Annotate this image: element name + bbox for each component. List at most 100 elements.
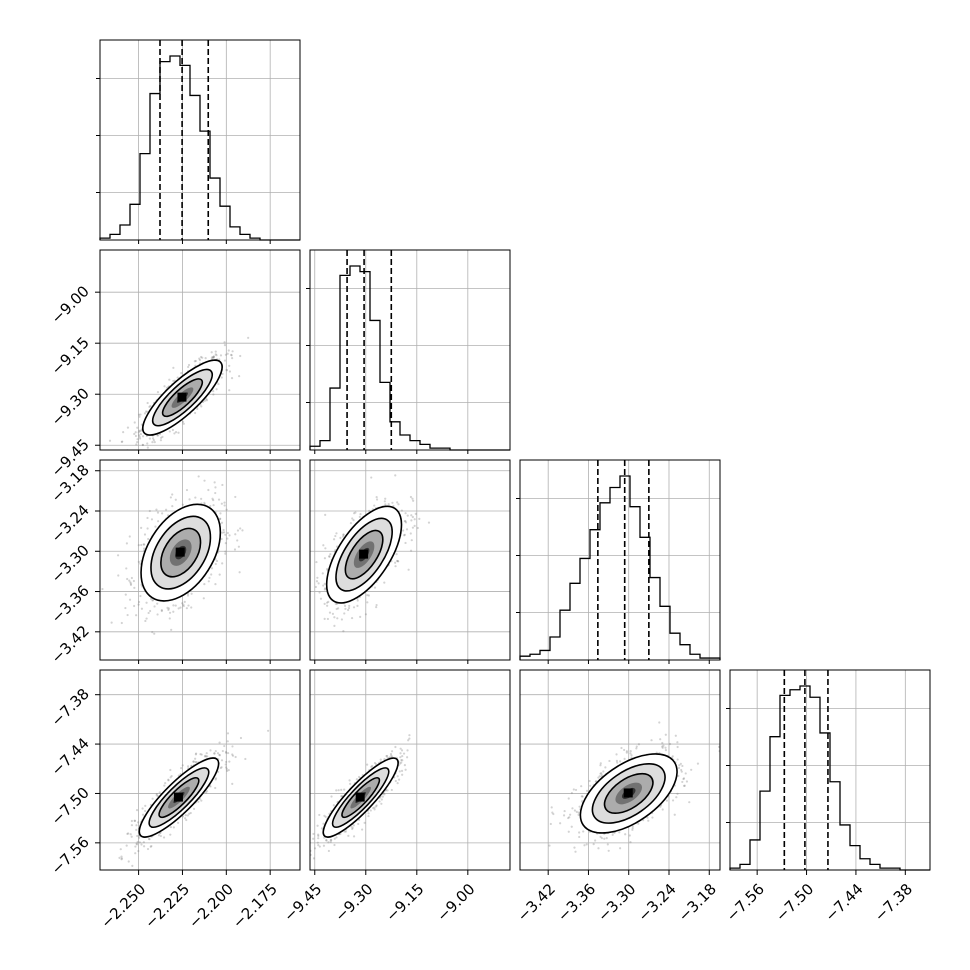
- sample-point: [127, 860, 130, 863]
- sample-point: [223, 744, 226, 748]
- sample-point: [225, 508, 228, 511]
- sample-point: [322, 584, 325, 587]
- sample-point: [341, 535, 345, 538]
- sample-point: [340, 618, 343, 621]
- sample-point: [194, 757, 197, 760]
- sample-point: [136, 840, 139, 844]
- sample-point: [326, 601, 329, 604]
- sample-point: [156, 511, 160, 514]
- sample-point: [181, 764, 184, 767]
- sample-point: [200, 799, 203, 802]
- sample-point: [141, 443, 144, 447]
- sample-point: [134, 434, 138, 438]
- sample-point: [375, 498, 379, 501]
- sample-point: [119, 848, 122, 851]
- sample-point: [620, 746, 623, 750]
- sample-point: [149, 845, 152, 848]
- sample-point: [373, 504, 376, 507]
- histogram-panel: [306, 249, 511, 451]
- sample-point: [218, 753, 221, 756]
- sample-point: [146, 527, 149, 530]
- sample-point: [647, 819, 650, 822]
- sample-point: [223, 359, 227, 362]
- sample-point: [196, 407, 199, 410]
- sample-point: [567, 816, 570, 820]
- sample-point: [227, 349, 230, 352]
- sample-point: [220, 502, 223, 505]
- sample-point: [350, 616, 354, 620]
- panel-frame: [99, 39, 301, 241]
- sample-point: [671, 755, 674, 758]
- sample-point: [325, 567, 329, 571]
- sample-point: [161, 512, 164, 515]
- sample-point: [696, 762, 700, 765]
- sample-point: [312, 837, 315, 840]
- sample-point: [366, 594, 369, 597]
- panel-frame: [519, 459, 721, 661]
- sample-point: [198, 358, 202, 362]
- sample-point: [136, 438, 139, 441]
- sample-point: [368, 509, 371, 512]
- sample-point: [174, 430, 178, 434]
- sample-point: [110, 621, 113, 624]
- sample-point: [156, 391, 160, 394]
- sample-point: [397, 778, 401, 781]
- sample-point: [144, 809, 147, 813]
- sample-point: [400, 509, 404, 512]
- histogram-bar-outline: [99, 55, 300, 241]
- scatter-panel: [99, 249, 301, 451]
- sample-point: [121, 440, 124, 443]
- sample-point: [228, 389, 231, 392]
- sample-point: [404, 541, 407, 545]
- sample-point: [407, 739, 410, 742]
- sample-point: [231, 754, 235, 757]
- sample-point: [143, 543, 146, 546]
- sample-point: [120, 440, 123, 444]
- sample-point: [335, 836, 338, 839]
- sample-point: [151, 441, 154, 444]
- sample-point: [623, 757, 626, 760]
- histogram-panel: [516, 459, 721, 661]
- sample-point: [152, 439, 155, 442]
- sample-point: [344, 830, 347, 833]
- sample-point: [172, 379, 175, 383]
- sample-point: [333, 837, 336, 840]
- sample-point: [149, 609, 152, 613]
- sample-point: [370, 476, 373, 479]
- sample-point: [406, 749, 409, 752]
- sample-point: [108, 439, 112, 442]
- sample-point: [327, 841, 330, 844]
- sample-point: [159, 834, 162, 838]
- density-layer: [310, 474, 431, 633]
- sample-point: [171, 505, 174, 508]
- sample-point: [213, 752, 216, 755]
- sample-point: [629, 752, 632, 755]
- sample-point: [141, 443, 144, 446]
- sample-point: [342, 630, 345, 633]
- sample-point: [219, 512, 222, 515]
- sample-point: [336, 617, 339, 620]
- panel-frame: [309, 249, 511, 451]
- sample-point: [169, 825, 172, 829]
- sample-point: [220, 759, 224, 762]
- sample-point: [635, 745, 638, 748]
- sample-point: [375, 495, 378, 499]
- sample-point: [231, 357, 234, 360]
- sample-point: [151, 631, 154, 634]
- sample-point: [398, 770, 401, 773]
- sample-point: [137, 603, 140, 606]
- sample-point: [349, 782, 352, 786]
- sample-point: [214, 749, 217, 753]
- sample-point: [139, 413, 142, 416]
- sample-point: [411, 526, 415, 529]
- sample-point: [414, 512, 417, 516]
- sample-point: [215, 388, 218, 391]
- sample-point: [166, 606, 169, 609]
- sample-point: [146, 516, 149, 520]
- sample-point: [413, 524, 416, 527]
- sample-point: [397, 503, 400, 506]
- sample-point: [226, 740, 229, 743]
- sample-point: [239, 527, 242, 530]
- sample-point: [141, 807, 144, 810]
- sample-point: [160, 436, 163, 439]
